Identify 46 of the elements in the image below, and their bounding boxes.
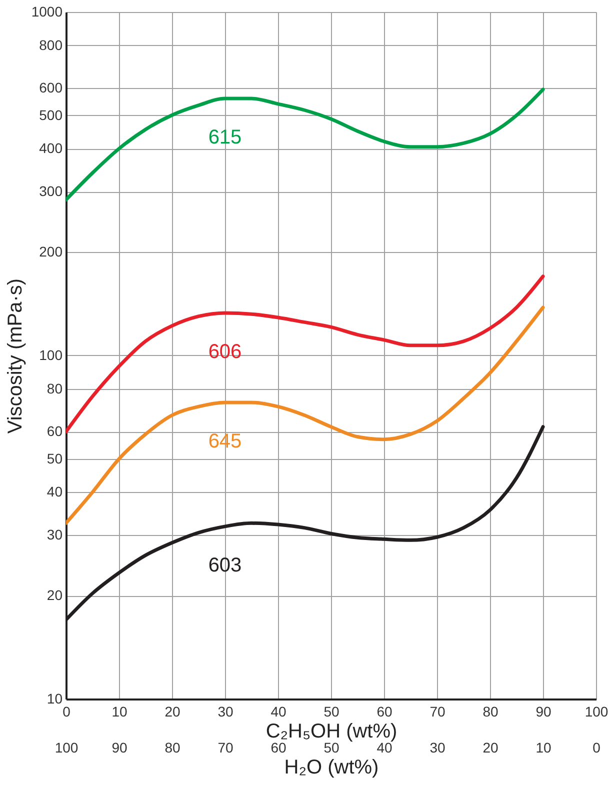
y-tick-label: 200 [39, 244, 63, 260]
x2-tick-label: 70 [218, 740, 234, 756]
series-label: 645 [208, 430, 242, 453]
y-tick-label: 800 [39, 36, 63, 53]
line-series [66, 274, 545, 434]
x-tick-label: 50 [324, 704, 340, 720]
series-label: 603 [208, 554, 242, 577]
x-tick-label: 80 [482, 704, 498, 720]
x-tick-label: 70 [430, 704, 446, 720]
y-tick-label: 300 [39, 183, 63, 200]
y-tick-label: 10 [46, 690, 63, 706]
x2-tick-label: 0 [592, 740, 601, 756]
x-axis-title: C₂H₅OH (wt%) [266, 720, 398, 742]
line-series [66, 306, 545, 525]
y-tick-label: 400 [39, 140, 63, 156]
y-tick-label: 20 [46, 587, 63, 604]
y-tick-label: 80 [46, 380, 63, 396]
x-tick-label: 10 [112, 704, 128, 720]
x2-tick-label: 60 [270, 740, 286, 756]
x-tick-label: 20 [164, 704, 180, 720]
y-tick-label: 500 [39, 106, 63, 123]
y-tick-label: 60 [46, 423, 63, 440]
line-series [66, 88, 545, 202]
y-tick-label: 1000 [31, 4, 63, 20]
x-tick-label: 30 [218, 704, 234, 720]
x-tick-label: 0 [62, 704, 71, 720]
series-label: 615 [208, 126, 242, 149]
x2-tick-label: 40 [376, 740, 392, 756]
series-label: 606 [208, 341, 242, 364]
x-tick-label: 60 [376, 704, 392, 720]
x2-tick-label: 90 [112, 740, 128, 756]
x2-tick-label: 30 [430, 740, 446, 756]
y-tick-label: 600 [39, 80, 63, 96]
x2-tick-label: 20 [482, 740, 498, 756]
y-axis-title: Viscosity (mPa·s) [4, 278, 26, 434]
x-tick-label: 90 [536, 704, 552, 720]
x2-tick-label: 10 [536, 740, 552, 756]
y-tick-label: 40 [46, 484, 63, 500]
x2-tick-label: 50 [324, 740, 340, 756]
x-tick-label: 100 [584, 704, 608, 720]
x2-axis-title: H₂O (wt%) [284, 756, 379, 778]
y-tick-label: 30 [46, 526, 63, 543]
x2-tick-label: 80 [164, 740, 180, 756]
y-tick-label: 50 [46, 450, 63, 466]
y-tick-label: 100 [39, 347, 63, 363]
x-tick-label: 40 [270, 704, 286, 720]
